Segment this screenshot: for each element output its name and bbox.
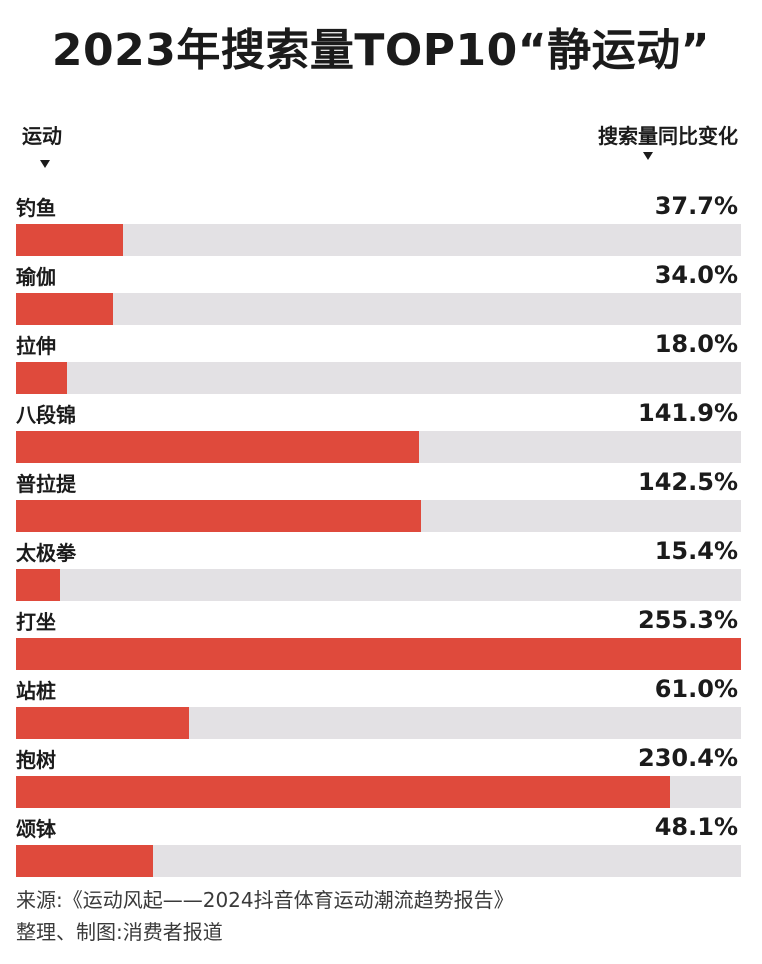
bar-track — [16, 431, 741, 463]
value-label: 18.0% — [654, 330, 738, 358]
bar-track — [16, 224, 741, 256]
value-label: 37.7% — [654, 192, 738, 220]
bar — [16, 362, 67, 394]
category-label: 钓鱼 — [16, 196, 56, 220]
value-label: 61.0% — [654, 675, 738, 703]
value-label: 230.4% — [638, 744, 738, 772]
value-label: 34.0% — [654, 261, 738, 289]
bar-track — [16, 707, 741, 739]
bar-track — [16, 293, 741, 325]
category-label: 普拉提 — [16, 472, 76, 496]
bar — [16, 638, 741, 670]
value-label: 141.9% — [638, 399, 738, 427]
bar — [16, 431, 419, 463]
category-label: 八段锦 — [16, 403, 76, 427]
bar — [16, 293, 113, 325]
category-sort-caret-icon — [40, 160, 50, 168]
category-label: 瑜伽 — [16, 265, 56, 289]
bar-track — [16, 638, 741, 670]
bar-track — [16, 362, 741, 394]
bar — [16, 845, 153, 877]
category-label: 拉伸 — [16, 334, 56, 358]
value-column-header: 搜索量同比变化 — [598, 124, 738, 148]
bar-row: 站桩 61.0% — [0, 675, 762, 745]
bar-row: 拉伸 18.0% — [0, 330, 762, 400]
bar-track — [16, 776, 741, 808]
bar — [16, 224, 123, 256]
category-label: 颂钵 — [16, 817, 56, 841]
value-label: 15.4% — [654, 537, 738, 565]
bar — [16, 500, 421, 532]
bar-row: 抱树 230.4% — [0, 744, 762, 814]
bar-row: 钓鱼 37.7% — [0, 192, 762, 262]
category-label: 抱树 — [16, 748, 56, 772]
value-sort-caret-icon — [643, 152, 653, 160]
bar-row: 普拉提 142.5% — [0, 468, 762, 538]
source-note: 来源:《运动风起——2024抖音体育运动潮流趋势报告》 — [16, 888, 514, 912]
chart-title: 2023年搜索量TOP10“静运动” — [51, 25, 711, 76]
category-column-header: 运动 — [22, 124, 62, 148]
bar-row: 太极拳 15.4% — [0, 537, 762, 607]
bar-track — [16, 500, 741, 532]
value-label: 48.1% — [654, 813, 738, 841]
bar-track — [16, 845, 741, 877]
value-label: 142.5% — [638, 468, 738, 496]
category-label: 站桩 — [16, 679, 56, 703]
bar — [16, 707, 189, 739]
category-label: 太极拳 — [16, 541, 76, 565]
bar — [16, 569, 60, 601]
category-label: 打坐 — [16, 610, 56, 634]
credit-note: 整理、制图:消费者报道 — [16, 920, 223, 944]
value-label: 255.3% — [638, 606, 738, 634]
bar-track — [16, 569, 741, 601]
bar — [16, 776, 670, 808]
bar-row: 颂钵 48.1% — [0, 813, 762, 883]
bar-row: 瑜伽 34.0% — [0, 261, 762, 331]
bar-row: 八段锦 141.9% — [0, 399, 762, 469]
bar-row: 打坐 255.3% — [0, 606, 762, 676]
